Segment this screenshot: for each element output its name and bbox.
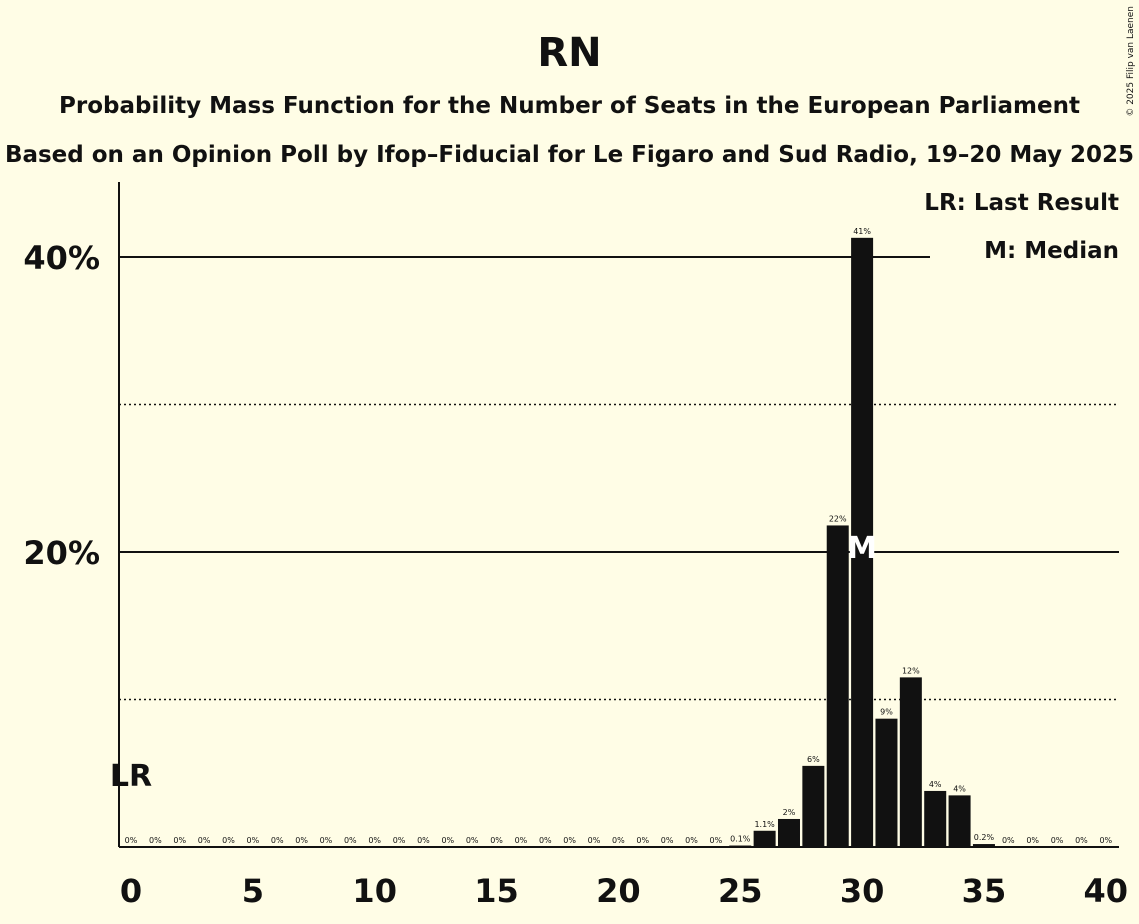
chart-subtitle: Probability Mass Function for the Number… — [59, 93, 1080, 119]
data-label-31: 9% — [880, 708, 893, 717]
x-tick-35: 35 — [962, 872, 1007, 910]
data-label-9: 0% — [344, 836, 357, 845]
data-label-10: 0% — [368, 836, 381, 845]
x-tick-20: 20 — [596, 872, 641, 910]
bar-seats-32 — [899, 677, 922, 847]
x-tick-40: 40 — [1084, 872, 1129, 910]
bar-seats-31 — [875, 718, 898, 847]
data-label-40: 0% — [1099, 836, 1112, 845]
x-tick-10: 10 — [352, 872, 397, 910]
bars — [729, 237, 995, 847]
data-label-6: 0% — [271, 836, 284, 845]
x-tick-30: 30 — [840, 872, 885, 910]
y-tick-labels: 20% 40% — [23, 239, 100, 572]
bar-seats-28 — [802, 765, 825, 847]
data-label-33: 4% — [929, 780, 942, 789]
data-label-11: 0% — [393, 836, 406, 845]
x-tick-5: 5 — [242, 872, 264, 910]
data-label-25: 0.1% — [730, 835, 751, 844]
data-label-34: 4% — [953, 784, 966, 793]
data-label-26: 1.1% — [754, 820, 775, 829]
data-label-21: 0% — [636, 836, 649, 845]
data-label-38: 0% — [1051, 836, 1064, 845]
legend-background — [930, 182, 1120, 270]
chart-subtitle-poll: Based on an Opinion Poll by Ifop–Fiducia… — [5, 142, 1134, 168]
data-label-29: 22% — [829, 514, 847, 523]
copyright-note: © 2025 Filip van Laenen — [1126, 6, 1136, 117]
data-label-8: 0% — [320, 836, 333, 845]
data-label-13: 0% — [441, 836, 454, 845]
data-label-20: 0% — [612, 836, 625, 845]
data-label-28: 6% — [807, 755, 820, 764]
data-label-37: 0% — [1026, 836, 1039, 845]
y-tick-40%: 40% — [23, 239, 100, 277]
data-label-24: 0% — [710, 836, 723, 845]
data-label-12: 0% — [417, 836, 430, 845]
data-label-23: 0% — [685, 836, 698, 845]
bar-seats-27 — [777, 818, 800, 847]
data-label-4: 0% — [222, 836, 235, 845]
data-label-1: 0% — [149, 836, 162, 845]
bar-seats-29 — [826, 525, 849, 847]
x-tick-15: 15 — [474, 872, 519, 910]
bar-seats-35 — [972, 844, 995, 847]
bar-seats-33 — [924, 790, 947, 847]
data-labels: 0% 0% 0% 0% 0% 0% 0% 0% 0% 0% 0% 0% 0% 0% 0% 0% 0% 0% 0% 0%… — [125, 227, 1113, 845]
data-label-19: 0% — [588, 836, 601, 845]
data-label-30: 41% — [853, 227, 871, 236]
bar-seats-30 — [851, 237, 874, 847]
legend-last-result: LR: Last Result — [924, 190, 1119, 216]
chart-title: RN — [537, 30, 601, 76]
data-label-27: 2% — [783, 808, 796, 817]
legend-median: M: Median — [984, 238, 1119, 264]
bar-seats-34 — [948, 795, 971, 847]
last-result-marker: LR — [110, 759, 152, 794]
x-tick-25: 25 — [718, 872, 763, 910]
data-label-39: 0% — [1075, 836, 1088, 845]
data-label-36: 0% — [1002, 836, 1015, 845]
grid-lines — [119, 256, 1119, 701]
data-label-32: 12% — [902, 666, 920, 675]
data-label-3: 0% — [198, 836, 211, 845]
x-tick-labels: 0 5 10 15 20 25 30 35 40 — [120, 872, 1128, 910]
data-label-14: 0% — [466, 836, 479, 845]
data-label-5: 0% — [246, 836, 259, 845]
x-tick-0: 0 — [120, 872, 142, 910]
y-tick-20%: 20% — [23, 534, 100, 572]
data-label-16: 0% — [515, 836, 528, 845]
data-label-7: 0% — [295, 836, 308, 845]
data-label-0: 0% — [125, 836, 138, 845]
data-label-35: 0.2% — [974, 833, 995, 842]
median-marker: M — [847, 531, 877, 566]
data-label-18: 0% — [563, 836, 576, 845]
data-label-17: 0% — [539, 836, 552, 845]
data-label-15: 0% — [490, 836, 503, 845]
bar-seats-26 — [753, 830, 776, 847]
data-label-2: 0% — [173, 836, 186, 845]
data-label-22: 0% — [661, 836, 674, 845]
